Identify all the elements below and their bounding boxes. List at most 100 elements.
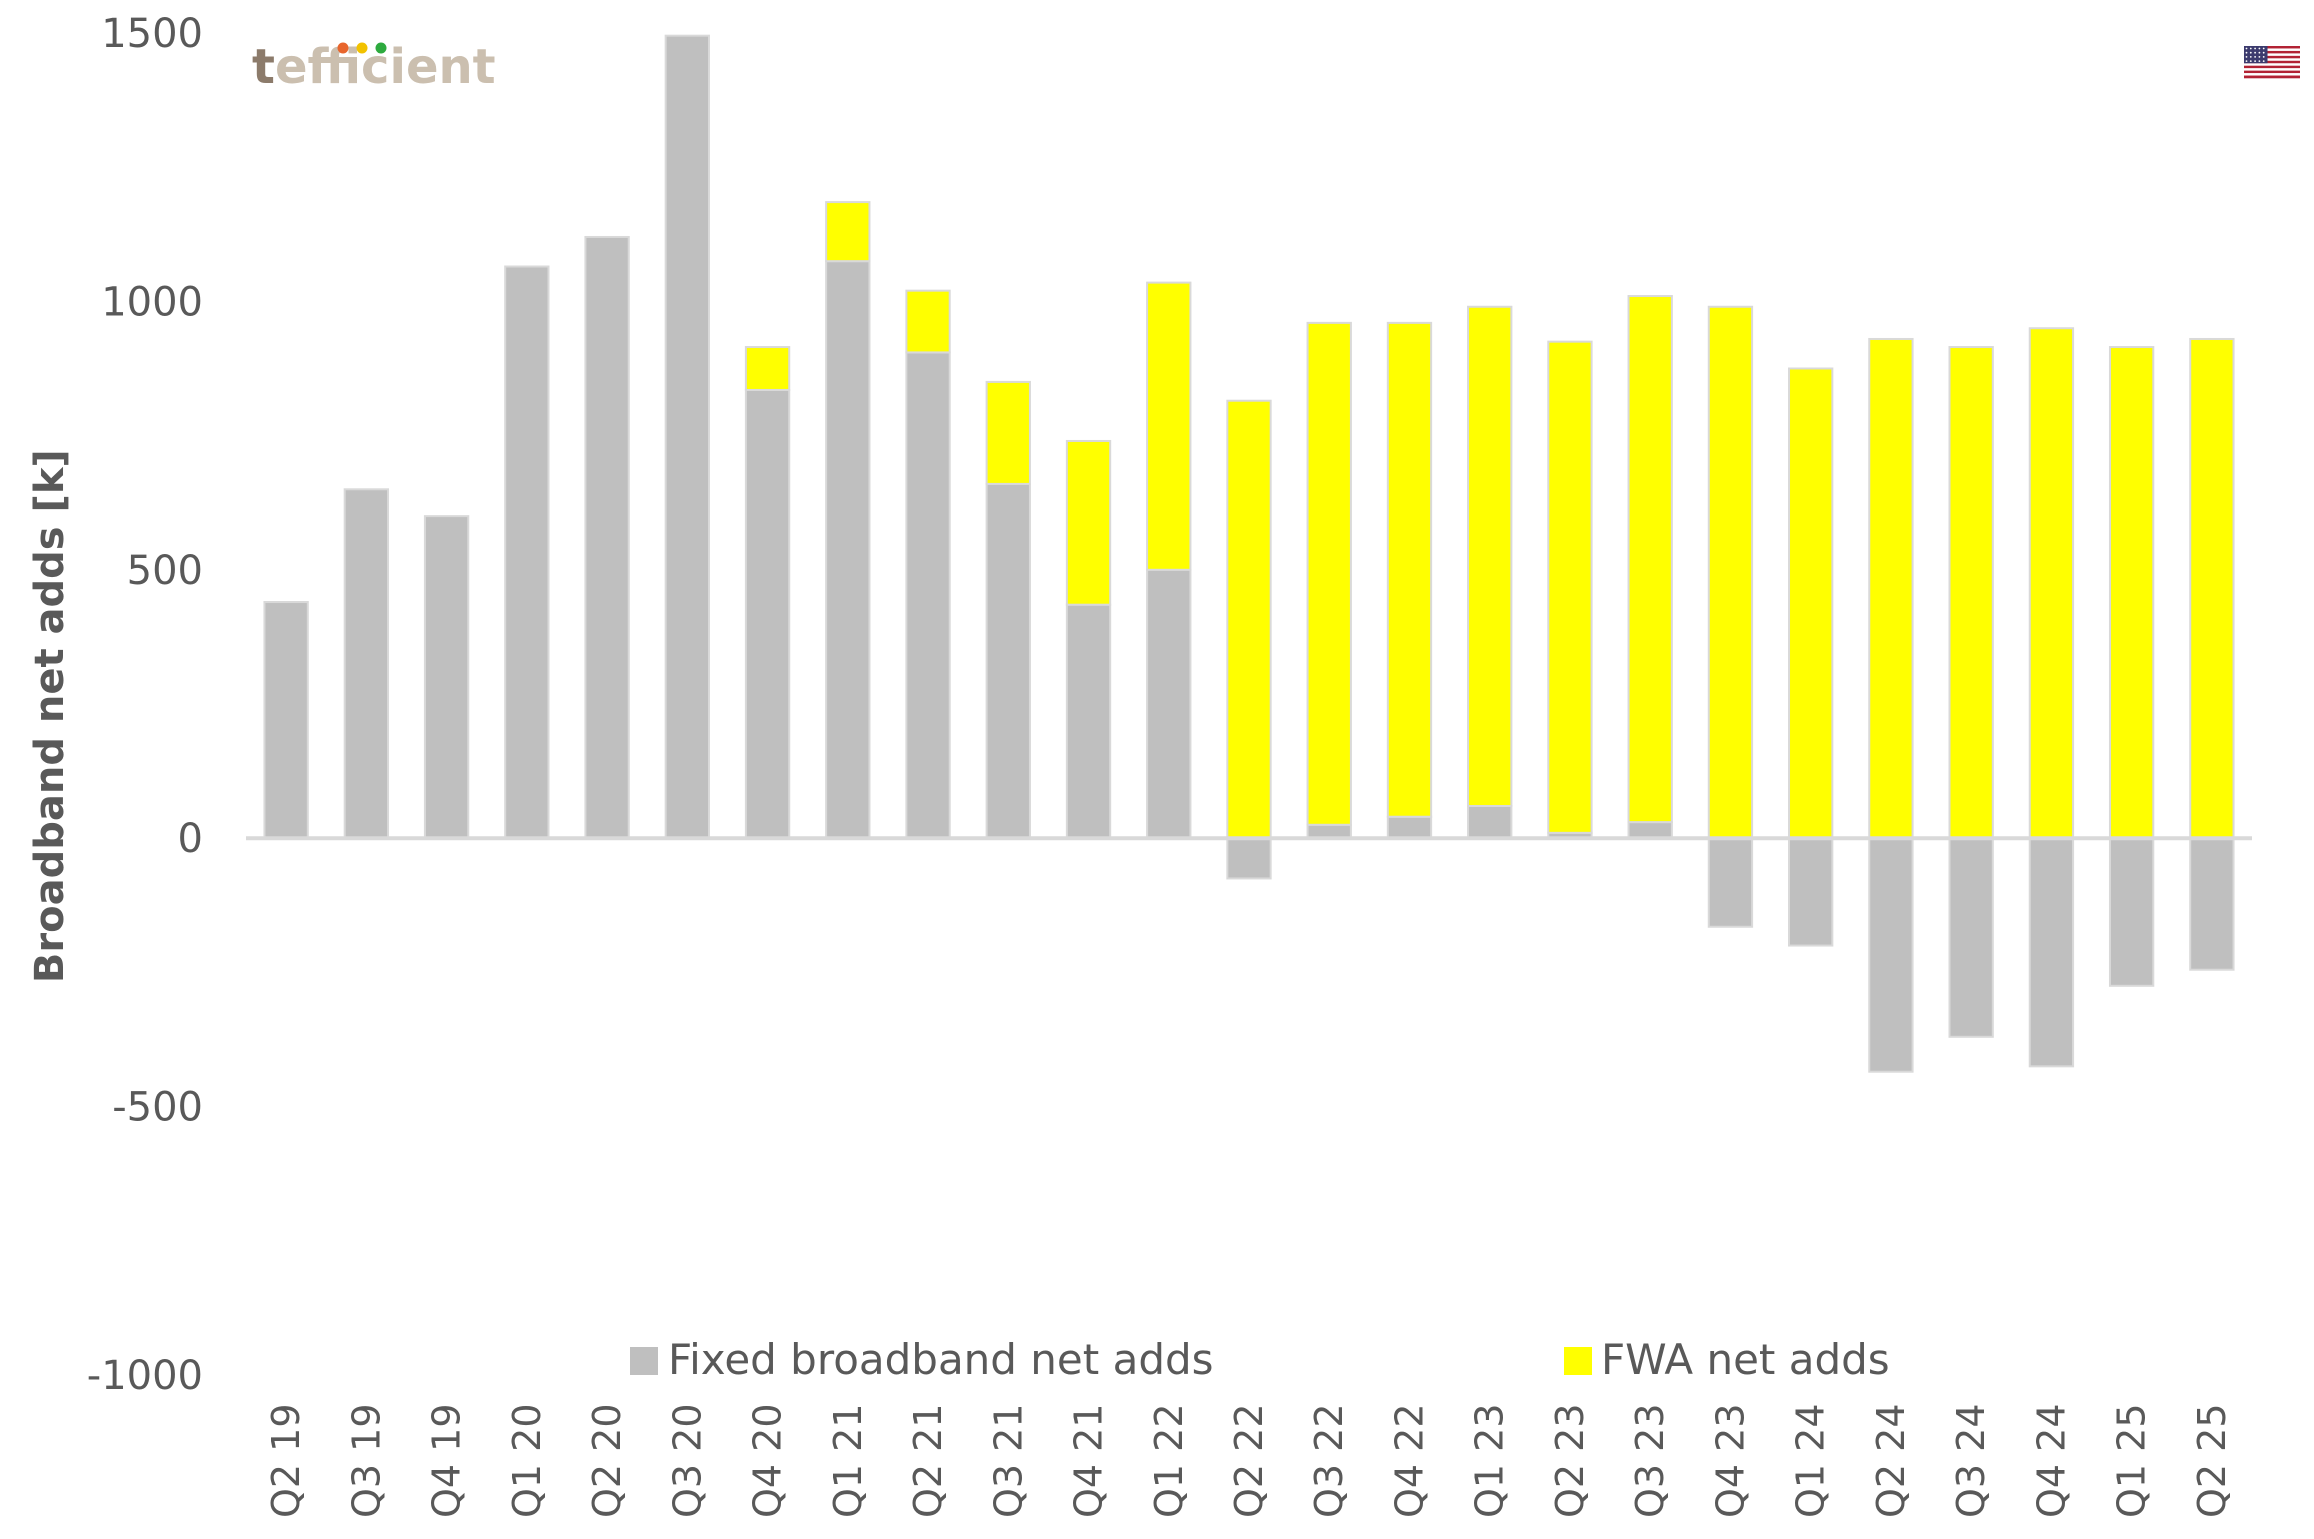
fwa-bar [1065, 439, 1112, 606]
logo-dot [375, 42, 387, 54]
x-tick-label: Q4 19 [425, 1403, 469, 1518]
flag-canton [2244, 46, 2268, 64]
flag-stripe [2244, 65, 2300, 69]
flag-star [2245, 56, 2248, 58]
y-tick-label: 0 [178, 816, 203, 862]
flag-star [2258, 56, 2261, 58]
flag-star [2262, 51, 2265, 54]
flag-stripe [2244, 50, 2300, 54]
x-tick-label: Q2 23 [1548, 1403, 1592, 1518]
fwa-bar [1306, 321, 1352, 826]
flag-stripe [2244, 63, 2300, 66]
fwa-bar [2189, 337, 2235, 840]
flag-star [2254, 47, 2257, 50]
fixed-bar [1226, 837, 1272, 880]
x-tick-label: Q1 22 [1147, 1403, 1191, 1518]
fwa-bar [2028, 327, 2075, 840]
fixed-bar [1868, 837, 1914, 1073]
fixed-bar [1306, 823, 1352, 840]
fixed-bar [744, 388, 791, 840]
fixed-bar [1948, 837, 1994, 1038]
x-tick-label: Q4 23 [1708, 1403, 1752, 1518]
fixed-bar [263, 601, 309, 840]
fwa-bar [905, 289, 951, 354]
fwa-bar [1467, 305, 1513, 807]
flag-star [2254, 51, 2257, 54]
fixed-bar [1627, 821, 1673, 840]
fwa-bar [1868, 337, 1914, 840]
x-tick-label: Q4 22 [1387, 1403, 1431, 1518]
flag-stripe [2244, 58, 2300, 62]
fwa-bar [825, 201, 871, 263]
fixed-bar [2028, 837, 2075, 1068]
logo-dot [356, 42, 368, 54]
fixed-bar [1386, 815, 1433, 840]
flag-star [2245, 51, 2248, 54]
flag-stripe [2244, 48, 2300, 52]
legend-swatch [1564, 1347, 1592, 1375]
x-tick-label: Q3 22 [1307, 1403, 1351, 1518]
fwa-bar [1146, 281, 1192, 571]
fixed-bar [1707, 837, 1754, 928]
flag-star [2258, 60, 2261, 62]
x-tick-label: Q2 24 [1869, 1403, 1913, 1518]
flag-star [2258, 47, 2261, 50]
flag-star [2249, 60, 2252, 62]
flag-star [2249, 56, 2252, 58]
fixed-bar [1788, 837, 1834, 947]
y-tick-label: -500 [112, 1085, 203, 1131]
x-tick-label: Q2 19 [264, 1403, 308, 1518]
y-axis-title: Broadband net adds [k] [27, 449, 73, 983]
x-tick-label: Q1 25 [2110, 1403, 2154, 1518]
fixed-bar [584, 235, 630, 840]
fwa-bar [985, 380, 1031, 485]
flag-star [2258, 51, 2261, 54]
fixed-bar [1146, 568, 1192, 840]
x-tick-label: Q3 20 [665, 1403, 709, 1518]
x-tick-label: Q2 21 [906, 1403, 950, 1518]
flag-star [2249, 51, 2252, 54]
fixed-bar [985, 482, 1031, 840]
x-tick-label: Q3 24 [1949, 1403, 1993, 1518]
y-tick-label: 1500 [101, 11, 203, 57]
flag-stripe [2244, 75, 2300, 79]
flag-stripe [2244, 68, 2300, 71]
flag-star [2245, 60, 2248, 62]
fwa-bar [1627, 295, 1673, 824]
axis-group: Q2 19 Q3 19 Q4 19 Q1 20 Q2 20 Q3 20 Q4 20 Q1 21… [27, 11, 2252, 1518]
fwa-bar [1707, 305, 1754, 840]
flag-star [2262, 47, 2265, 50]
bars-group [263, 34, 2235, 1073]
legend-label: FWA net adds [1601, 1335, 1890, 1384]
y-tick-label: -1000 [87, 1353, 203, 1399]
fixed-bar [905, 351, 951, 840]
flag-stripe [2244, 73, 2300, 76]
flag-stripe [2244, 46, 2300, 49]
fwa-bar [2108, 346, 2155, 840]
x-tick-label: Q3 23 [1628, 1403, 1672, 1518]
x-tick-label: Q3 21 [986, 1403, 1030, 1518]
legend: Fixed broadband net adds FWA net adds [630, 1335, 1890, 1384]
x-tick-label: Q2 25 [2190, 1403, 2234, 1518]
flag-stripe [2244, 60, 2300, 64]
fixed-bar [343, 488, 390, 840]
fwa-bar [744, 346, 791, 391]
flag-star [2254, 56, 2257, 58]
fixed-bar [504, 265, 550, 840]
fwa-bar [1547, 340, 1593, 834]
flag-star [2262, 60, 2265, 62]
fixed-bar [2108, 837, 2155, 987]
fixed-bar [423, 515, 470, 840]
flag-star [2245, 47, 2248, 50]
x-tick-label: Q2 20 [585, 1403, 629, 1518]
us-flag-icon [2244, 46, 2300, 79]
flag-star [2254, 60, 2257, 62]
fwa-bar [1788, 367, 1834, 840]
logo-dot [337, 42, 349, 54]
x-tick-label: Q4 21 [1067, 1403, 1111, 1518]
flag-stripe [2244, 55, 2300, 59]
legend-label: Fixed broadband net adds [668, 1335, 1214, 1384]
logo-text: tefficient [252, 39, 496, 95]
